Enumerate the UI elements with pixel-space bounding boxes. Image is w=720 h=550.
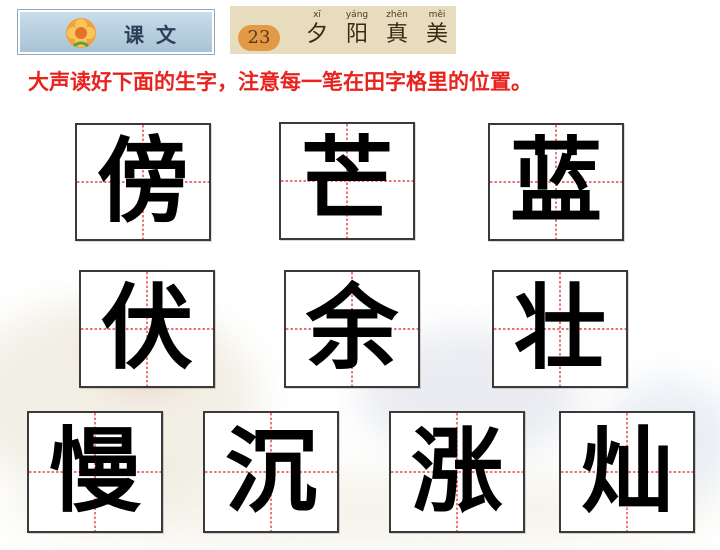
lesson-tab[interactable]: 课文 [18, 10, 214, 54]
tianzige-guide-lines [561, 413, 693, 531]
title-pinyin: měi [428, 10, 446, 20]
instruction-text: 大声读好下面的生字，注意每一笔在田字格里的位置。 [28, 70, 532, 94]
practice-character: 沉 [224, 418, 317, 525]
title-pinyin: yáng [345, 10, 369, 20]
title-syllable: zhēn 真 [382, 9, 412, 48]
character-card[interactable]: 灿 [559, 411, 695, 533]
character-card[interactable]: 傍 [75, 123, 211, 241]
practice-character: 灿 [580, 418, 673, 525]
title-hanzi: 夕 [305, 22, 328, 47]
title-pinyin: xī [313, 10, 321, 20]
title-hanzi: 美 [425, 22, 448, 47]
character-card[interactable]: 余 [284, 270, 420, 388]
practice-character: 壮 [513, 275, 606, 382]
title-hanzi: 真 [385, 22, 408, 47]
title-syllable: xī 夕 [302, 9, 332, 48]
character-card[interactable]: 伏 [79, 270, 215, 388]
tianzige-guide-lines [391, 413, 523, 531]
practice-character: 傍 [96, 128, 189, 235]
practice-character: 余 [305, 275, 398, 382]
tianzige-guide-lines [494, 272, 626, 386]
title-pinyin: zhēn [386, 10, 408, 20]
tianzige-guide-lines [29, 413, 161, 531]
character-card[interactable]: 芒 [279, 122, 415, 240]
practice-character: 芒 [300, 127, 393, 234]
tianzige-guide-lines [81, 272, 213, 386]
character-card[interactable]: 蓝 [488, 123, 624, 241]
character-card[interactable]: 慢 [27, 411, 163, 533]
tianzige-guide-lines [77, 125, 209, 239]
tianzige-guide-lines [286, 272, 418, 386]
lesson-title: xī 夕 yáng 阳 zhēn 真 měi 美 [302, 9, 452, 48]
practice-character: 伏 [100, 275, 193, 382]
lesson-tab-label: 课文 [124, 23, 188, 47]
flower-icon [66, 18, 96, 48]
practice-character: 慢 [48, 418, 141, 525]
title-syllable: měi 美 [422, 9, 452, 48]
lesson-title-banner: 23 xī 夕 yáng 阳 zhēn 真 měi 美 [230, 6, 456, 54]
title-hanzi: 阳 [345, 22, 368, 47]
practice-character: 蓝 [509, 128, 602, 235]
practice-character: 涨 [410, 418, 503, 525]
tianzige-guide-lines [490, 125, 622, 239]
tianzige-guide-lines [205, 413, 337, 531]
tianzige-guide-lines [281, 124, 413, 238]
title-syllable: yáng 阳 [342, 9, 372, 48]
character-card[interactable]: 涨 [389, 411, 525, 533]
character-card[interactable]: 沉 [203, 411, 339, 533]
lesson-number-badge: 23 [238, 25, 280, 51]
character-card[interactable]: 壮 [492, 270, 628, 388]
